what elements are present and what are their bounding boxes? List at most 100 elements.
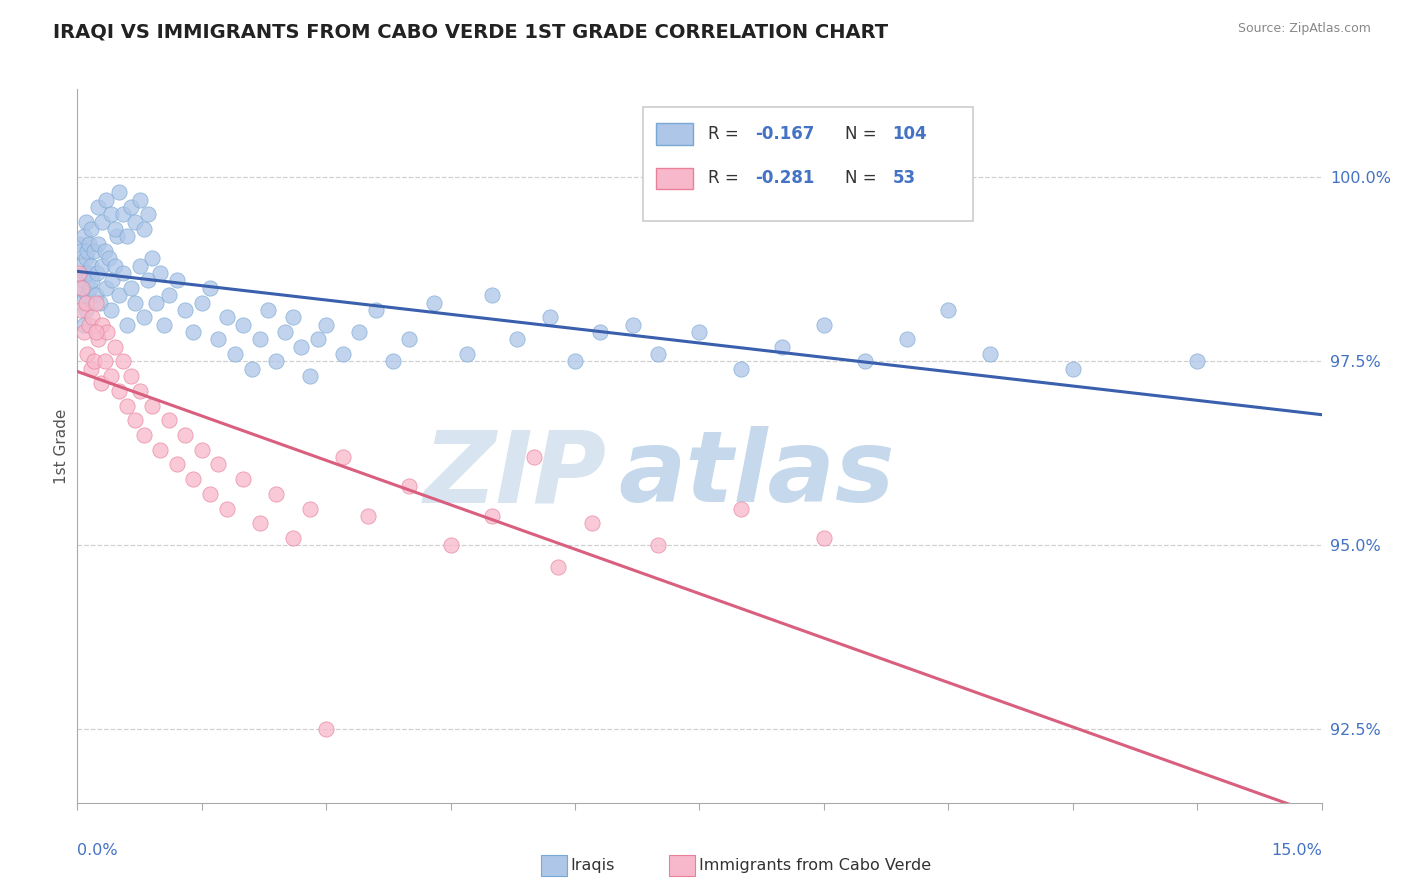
Point — [111, 354, 134, 368]
Point — [538, 310, 561, 325]
Point — [349, 325, 371, 339]
Point — [589, 325, 612, 339]
Point — [73, 229, 96, 244]
Point — [298, 501, 321, 516]
Point — [332, 347, 354, 361]
Point — [96, 325, 118, 339]
Point — [69, 302, 91, 317]
Point — [96, 281, 118, 295]
Point — [249, 332, 271, 346]
Point — [115, 399, 138, 413]
Point — [149, 442, 172, 457]
Point — [581, 516, 603, 531]
Point — [100, 302, 122, 317]
Text: 15.0%: 15.0% — [1271, 843, 1322, 858]
Point — [100, 369, 122, 384]
Point — [104, 259, 127, 273]
Point — [136, 273, 159, 287]
Point — [298, 369, 321, 384]
Point — [381, 354, 404, 368]
Point — [105, 229, 128, 244]
Point — [76, 244, 98, 258]
Point — [87, 200, 110, 214]
Point — [75, 252, 97, 266]
Text: Source: ZipAtlas.com: Source: ZipAtlas.com — [1237, 22, 1371, 36]
Point — [120, 281, 142, 295]
Point — [124, 214, 146, 228]
Point — [67, 266, 90, 280]
Point — [75, 295, 97, 310]
Point — [364, 302, 387, 317]
Point — [120, 369, 142, 384]
Point — [772, 340, 794, 354]
Point — [166, 458, 188, 472]
Point — [79, 259, 101, 273]
Point — [1187, 354, 1209, 368]
Point — [96, 193, 118, 207]
Point — [398, 332, 420, 346]
Text: 53: 53 — [893, 169, 915, 187]
Point — [115, 229, 138, 244]
Point — [77, 266, 100, 280]
Point — [896, 332, 918, 346]
Point — [89, 295, 111, 310]
Point — [111, 266, 134, 280]
Point — [86, 266, 108, 280]
Point — [80, 222, 103, 236]
Point — [647, 538, 669, 552]
Point — [93, 354, 115, 368]
Point — [149, 266, 172, 280]
Point — [87, 236, 110, 251]
Point — [232, 318, 254, 332]
Point — [157, 288, 180, 302]
Point — [281, 310, 304, 325]
Point — [84, 325, 107, 339]
Point — [281, 531, 304, 545]
Point — [76, 288, 98, 302]
Point — [100, 207, 122, 221]
Point — [813, 531, 835, 545]
Point — [456, 347, 478, 361]
Point — [157, 413, 180, 427]
Text: 104: 104 — [893, 125, 927, 143]
Point — [108, 185, 129, 199]
Text: IRAQI VS IMMIGRANTS FROM CABO VERDE 1ST GRADE CORRELATION CHART: IRAQI VS IMMIGRANTS FROM CABO VERDE 1ST … — [53, 22, 889, 41]
Point — [357, 508, 380, 523]
Point — [91, 318, 114, 332]
Point — [101, 273, 124, 287]
Point — [439, 538, 461, 552]
Point — [136, 207, 159, 221]
Point — [128, 259, 150, 273]
Point — [191, 295, 214, 310]
Point — [423, 295, 446, 310]
Point — [979, 347, 1001, 361]
Point — [621, 318, 644, 332]
Point — [1062, 361, 1084, 376]
Point — [84, 295, 107, 310]
Point — [249, 516, 271, 531]
Point — [75, 214, 97, 228]
Point — [145, 295, 167, 310]
Point — [69, 244, 91, 258]
Point — [547, 560, 569, 574]
Point — [128, 193, 150, 207]
Point — [174, 302, 197, 317]
Point — [398, 479, 420, 493]
Point — [730, 501, 752, 516]
Text: Iraqis: Iraqis — [571, 858, 616, 872]
Text: R =: R = — [709, 125, 744, 143]
Point — [813, 318, 835, 332]
Point — [207, 332, 229, 346]
Point — [730, 361, 752, 376]
FancyBboxPatch shape — [644, 107, 973, 221]
Text: atlas: atlas — [619, 426, 896, 523]
Point — [481, 508, 503, 523]
Point — [132, 428, 155, 442]
Text: ZIP: ZIP — [423, 426, 606, 523]
Point — [506, 332, 529, 346]
Point — [104, 222, 127, 236]
Text: 0.0%: 0.0% — [77, 843, 118, 858]
Point — [72, 295, 94, 310]
Point — [90, 376, 112, 391]
Point — [67, 236, 90, 251]
